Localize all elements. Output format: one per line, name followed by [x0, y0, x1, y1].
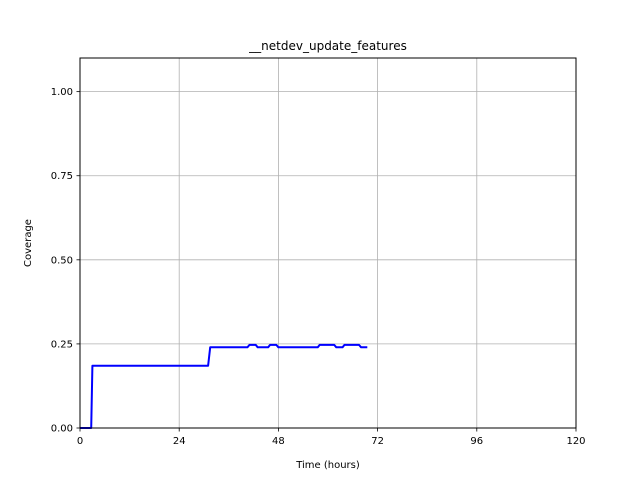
ticks: 0 24 48 72 96 120 0.00 0.25 0.50 0.75 1.00 [51, 87, 586, 447]
x-tick-label: 0 [77, 436, 83, 447]
y-tick-label: 0.50 [51, 255, 73, 266]
x-tick-label: 120 [566, 436, 585, 447]
x-axis-label: Time (hours) [295, 460, 360, 471]
series-layer [80, 343, 368, 429]
x-tick-label: 48 [272, 436, 285, 447]
x-tick-label: 96 [470, 436, 483, 447]
chart-title: __netdev_update_features [248, 39, 407, 53]
y-tick-label: 1.00 [51, 87, 73, 98]
y-tick-label: 0.25 [51, 339, 73, 350]
x-tick-label: 72 [371, 436, 384, 447]
plot-frame [79, 57, 577, 429]
series-line [80, 343, 368, 429]
y-tick-label: 0.00 [51, 424, 73, 435]
grid [79, 58, 577, 429]
y-tick-label: 0.75 [51, 171, 73, 182]
y-axis-label: Coverage [23, 219, 34, 267]
x-tick-label: 24 [173, 436, 186, 447]
